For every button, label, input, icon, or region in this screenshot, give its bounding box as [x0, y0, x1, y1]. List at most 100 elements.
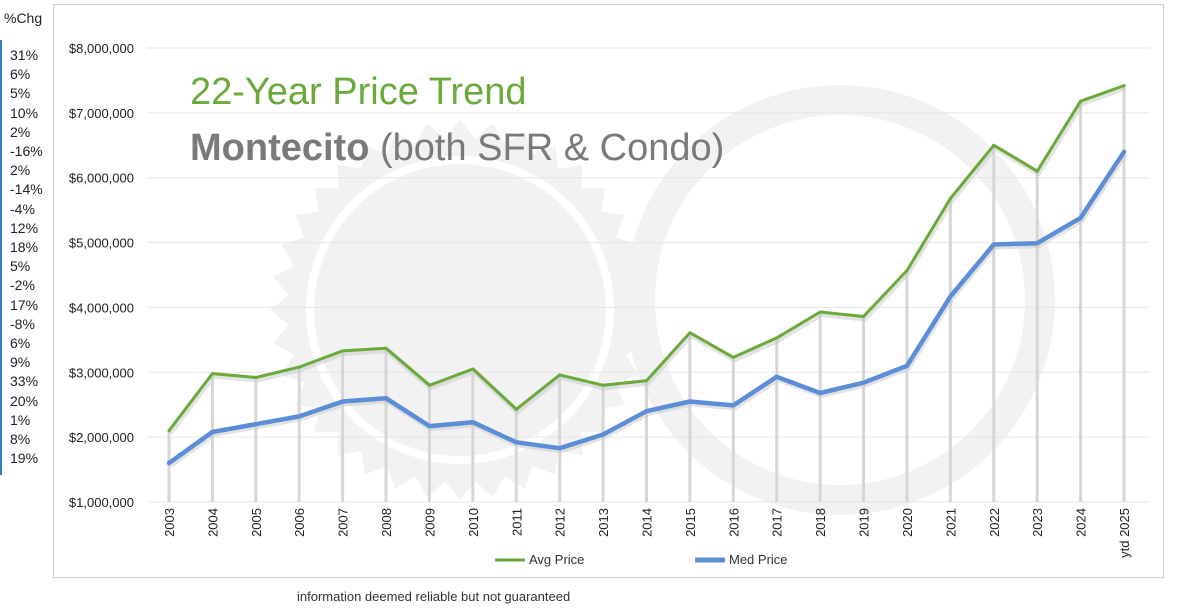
- med-price-point: [558, 446, 562, 450]
- percent-change-value: 5%: [10, 258, 31, 275]
- med-price-point: [254, 422, 258, 426]
- percent-change-value: -14%: [10, 181, 43, 198]
- avg-price-point: [731, 355, 735, 359]
- percent-change-value: -4%: [10, 200, 35, 217]
- chart-drop-lines: [167, 85, 1126, 502]
- chart-legend: Avg Price Med Price: [495, 552, 788, 567]
- x-tick-label: 2021: [943, 508, 958, 537]
- x-tick-label: 2005: [249, 508, 264, 537]
- percent-change-value: 18%: [10, 239, 39, 255]
- percent-change-value: -8%: [10, 315, 35, 332]
- avg-price-point: [341, 349, 345, 353]
- percent-change-value: 2%: [10, 162, 31, 179]
- med-price-point: [818, 391, 822, 395]
- percent-change-value: 2%: [10, 123, 31, 140]
- avg-price-point: [471, 367, 475, 371]
- avg-price-point: [688, 331, 692, 335]
- x-tick-label: 2011: [509, 508, 524, 536]
- med-price-point: [645, 409, 648, 413]
- x-tick-label: 2018: [813, 508, 828, 537]
- x-tick-label: ytd 2025: [1117, 508, 1132, 558]
- percent-change-value: 31%: [10, 47, 39, 63]
- percent-change-value: -16%: [10, 143, 43, 159]
- med-price-point: [905, 364, 909, 368]
- x-tick-label: 2020: [900, 508, 915, 537]
- y-tick-label: $7,000,000: [69, 106, 134, 121]
- avg-price-point: [775, 336, 779, 340]
- percent-change-value: 12%: [10, 219, 39, 236]
- med-price-point: [384, 396, 388, 400]
- x-tick-label: 2022: [987, 508, 1002, 537]
- price-trend-chart: $1,000,000 $2,000,000 $3,000,000 $4,000,000…: [69, 41, 1150, 567]
- y-axis-tick-labels: $1,000,000 $2,000,000 $3,000,000 $4,000,000…: [69, 41, 134, 510]
- x-tick-label: 2003: [162, 508, 177, 537]
- y-tick-label: $5,000,000: [69, 236, 134, 251]
- avg-price-point: [1079, 99, 1083, 103]
- x-tick-label: 2009: [422, 508, 437, 537]
- med-price-point: [992, 243, 996, 247]
- percent-change-value: 33%: [10, 373, 39, 390]
- percent-change-value: 9%: [10, 354, 31, 371]
- percent-change-value: 10%: [10, 104, 39, 121]
- chart-subtitle-location: Montecito: [190, 127, 369, 169]
- y-tick-label: $8,000,000: [69, 41, 134, 56]
- percent-change-accent-bar: [0, 40, 2, 475]
- med-price-point: [427, 424, 431, 428]
- y-tick-label: $3,000,000: [69, 365, 134, 380]
- chart-titles: 22-Year Price Trend Montecito (both SFR …: [190, 71, 724, 169]
- percent-change-value: 5%: [10, 85, 31, 102]
- med-price-point: [688, 399, 692, 403]
- avg-price-point: [601, 383, 605, 387]
- avg-price-point: [862, 315, 866, 319]
- chart-title: 22-Year Price Trend: [190, 71, 527, 113]
- footnote: information deemed reliable but not guar…: [297, 589, 571, 604]
- x-tick-label: 2023: [1030, 508, 1045, 537]
- percent-change-value: 17%: [10, 296, 39, 313]
- y-tick-label: $4,000,000: [69, 300, 134, 315]
- x-tick-label: 2013: [596, 508, 611, 537]
- x-tick-label: 2019: [857, 508, 872, 537]
- med-price-point: [948, 294, 952, 298]
- y-tick-label: $2,000,000: [69, 430, 134, 445]
- x-tick-label: 2004: [205, 508, 220, 537]
- avg-price-point: [514, 407, 518, 411]
- percent-change-value: 8%: [10, 431, 31, 447]
- med-price-point: [1035, 241, 1039, 245]
- x-tick-label: 2015: [683, 508, 698, 537]
- avg-price-point: [948, 196, 952, 200]
- chart-series: [166, 84, 1128, 468]
- percent-change-value: 6%: [10, 335, 31, 351]
- x-tick-label: 2006: [292, 508, 307, 537]
- avg-price-point: [818, 310, 822, 314]
- med-price-point: [601, 433, 605, 437]
- avg-price-point: [427, 383, 431, 387]
- med-price-point: [167, 461, 171, 465]
- y-tick-label: $6,000,000: [69, 171, 134, 186]
- x-tick-label: 2007: [336, 508, 351, 537]
- avg-price-point: [558, 373, 562, 377]
- percent-change-value: 20%: [10, 392, 39, 409]
- percent-change-header: %Chg: [4, 10, 43, 26]
- x-tick-label: 2012: [553, 508, 568, 537]
- x-tick-label: 2008: [379, 508, 394, 537]
- med-price-point: [297, 414, 301, 418]
- med-price-point: [471, 420, 475, 424]
- percent-change-column: %Chg 31% 6% 5% 10% 2% -16% 2% -14% -4% 12% 18% 5% -2…: [0, 0, 52, 475]
- x-tick-label: 2024: [1074, 508, 1089, 537]
- avg-price-point: [992, 143, 996, 147]
- x-tick-label: 2016: [726, 508, 741, 537]
- med-price-point: [1122, 150, 1126, 154]
- avg-price-point: [297, 365, 301, 369]
- watermark-circle: [625, 85, 1055, 515]
- med-price-point: [514, 440, 518, 444]
- avg-price-point: [254, 375, 258, 379]
- x-axis-tick-labels: 2003 2004 2005 2006 2007 2008 2009 2010 2011 2012…: [162, 508, 1132, 558]
- avg-price-point: [645, 379, 648, 383]
- percent-change-value: 1%: [10, 411, 31, 428]
- y-tick-label: $1,000,000: [69, 495, 134, 510]
- x-tick-label: 2010: [466, 508, 481, 537]
- med-price-point: [731, 403, 735, 407]
- avg-price-point: [167, 429, 171, 433]
- avg-price-point: [905, 268, 909, 272]
- med-price-point: [862, 381, 866, 385]
